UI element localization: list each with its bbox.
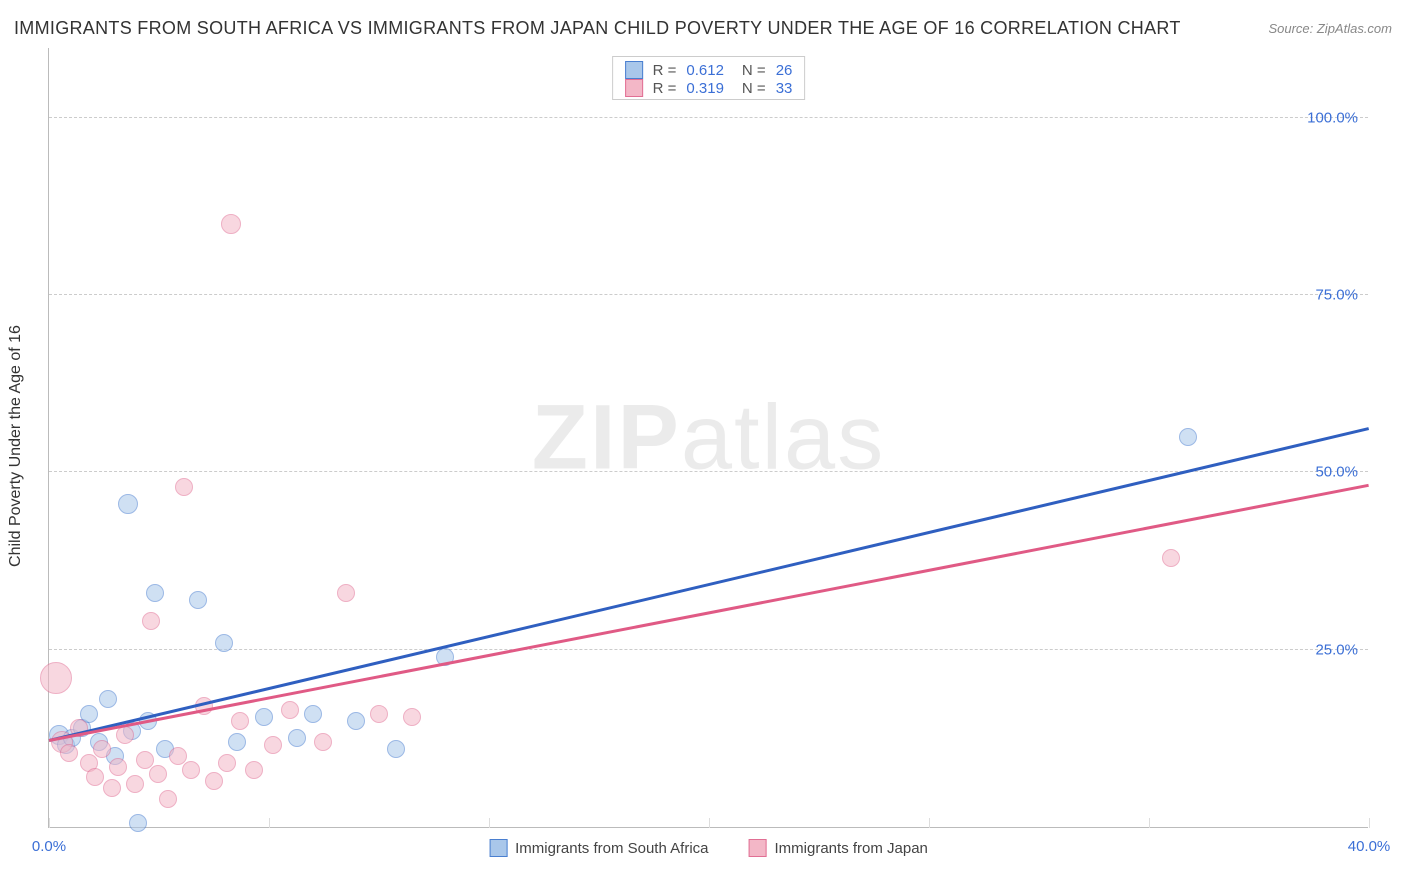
point-sa [129,814,147,832]
chart-source: Source: ZipAtlas.com [1268,21,1392,36]
legend-item-sa: Immigrants from South Africa [489,839,708,857]
point-jp [60,744,78,762]
x-tick [929,818,930,828]
point-sa [146,584,164,602]
point-jp [1162,549,1180,567]
x-tick [49,818,50,828]
point-sa [347,712,365,730]
gridline-h [49,294,1368,295]
scatter-plot-area: ZIPatlas R = 0.612 N = 26 R = 0.319 N = … [48,48,1368,828]
point-jp [175,478,193,496]
point-jp [182,761,200,779]
point-sa [255,708,273,726]
point-jp [221,214,241,234]
point-jp [142,612,160,630]
series-legend: Immigrants from South Africa Immigrants … [489,839,928,857]
x-tick [1369,818,1370,828]
gridline-h [49,117,1368,118]
trendline-jp [49,484,1369,742]
x-tick-label: 0.0% [32,838,66,855]
point-jp [86,768,104,786]
y-tick-label: 50.0% [1315,464,1358,481]
x-tick [709,818,710,828]
point-jp [218,754,236,772]
y-tick-label: 75.0% [1315,287,1358,304]
x-tick [1149,818,1150,828]
point-jp [245,761,263,779]
point-jp [264,736,282,754]
swatch-jp-bottom [749,839,767,857]
point-sa [215,634,233,652]
x-tick [269,818,270,828]
point-jp [126,775,144,793]
point-sa [118,494,138,514]
point-jp [93,740,111,758]
x-tick-label: 40.0% [1348,838,1391,855]
legend-item-jp: Immigrants from Japan [749,839,928,857]
point-jp [149,765,167,783]
legend-row-sa: R = 0.612 N = 26 [625,61,793,79]
point-jp [205,772,223,790]
point-sa [288,729,306,747]
x-tick [489,818,490,828]
y-tick-label: 100.0% [1307,109,1358,126]
point-jp [403,708,421,726]
point-jp [281,701,299,719]
point-jp [116,726,134,744]
point-jp [370,705,388,723]
point-jp [169,747,187,765]
point-jp [337,584,355,602]
point-jp [159,790,177,808]
gridline-h [49,649,1368,650]
point-sa [228,733,246,751]
point-jp [136,751,154,769]
point-jp [231,712,249,730]
point-sa [189,591,207,609]
swatch-sa [625,61,643,79]
point-sa [99,690,117,708]
swatch-sa-bottom [489,839,507,857]
point-jp [103,779,121,797]
y-axis-label: Child Poverty Under the Age of 16 [7,325,25,567]
point-sa [387,740,405,758]
chart-title: IMMIGRANTS FROM SOUTH AFRICA VS IMMIGRAN… [14,18,1181,39]
chart-header: IMMIGRANTS FROM SOUTH AFRICA VS IMMIGRAN… [14,18,1392,39]
y-tick-label: 25.0% [1315,641,1358,658]
legend-row-jp: R = 0.319 N = 33 [625,79,793,97]
gridline-h [49,471,1368,472]
point-jp [40,662,72,694]
point-sa [304,705,322,723]
point-jp [109,758,127,776]
point-jp [314,733,332,751]
watermark: ZIPatlas [532,385,885,490]
trendline-sa [49,427,1370,741]
point-sa [1179,428,1197,446]
swatch-jp [625,79,643,97]
correlation-legend: R = 0.612 N = 26 R = 0.319 N = 33 [612,56,806,100]
